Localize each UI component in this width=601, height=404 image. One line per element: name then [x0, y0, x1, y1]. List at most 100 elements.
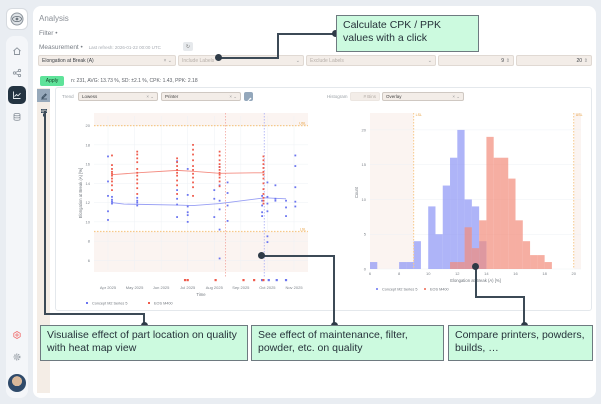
- connector-line: [523, 296, 525, 325]
- data-point: [218, 184, 221, 187]
- histogram-bar: [406, 262, 414, 269]
- user-avatar[interactable]: [8, 374, 26, 392]
- histogram-bar: [515, 220, 523, 269]
- data-point: [218, 176, 221, 179]
- data-point: [213, 216, 216, 218]
- sidebar-item-analysis[interactable]: [8, 86, 26, 104]
- connector-line: [263, 255, 335, 257]
- sidebar-item-database[interactable]: [8, 108, 26, 126]
- clear-dropdown-icon[interactable]: × ⌄: [229, 93, 237, 99]
- data-point: [218, 180, 221, 183]
- out-of-spec-marker: [214, 279, 217, 282]
- data-point: [226, 204, 229, 207]
- clear-dropdown-icon[interactable]: × ⌄: [452, 93, 460, 99]
- data-point: [261, 194, 264, 197]
- lower-limit-input[interactable]: 9 ⇕: [438, 55, 514, 66]
- data-point: [218, 169, 221, 171]
- lsl-band: [94, 231, 308, 272]
- data-point: [261, 204, 264, 207]
- data-point: [136, 204, 139, 207]
- data-point: [218, 173, 221, 176]
- data-point: [176, 165, 178, 167]
- connector-line: [44, 313, 144, 315]
- data-point: [111, 202, 113, 205]
- connector-dot: [215, 54, 222, 61]
- data-point: [136, 168, 139, 170]
- data-point: [136, 171, 139, 174]
- data-point: [176, 160, 178, 163]
- trend-group-select[interactable]: Printer × ⌄: [161, 92, 241, 101]
- sidebar-item-settings[interactable]: [8, 348, 26, 366]
- histogram-mode-select[interactable]: Overlay × ⌄: [382, 92, 464, 101]
- data-point: [266, 235, 269, 238]
- data-point: [266, 195, 269, 198]
- histogram-bar: [508, 178, 516, 269]
- heatmap-grid-icon: [40, 109, 47, 117]
- filter-toggle[interactable]: Filter •: [39, 30, 58, 37]
- data-point: [218, 159, 221, 162]
- data-point: [266, 181, 269, 184]
- connector-line: [143, 313, 145, 325]
- trend-smoothing-value: Lowess: [82, 94, 98, 99]
- data-point: [213, 197, 216, 200]
- sidebar-item-home[interactable]: [8, 42, 26, 60]
- spinner-icon[interactable]: ⇕: [583, 57, 588, 64]
- legend-marker: [86, 302, 88, 304]
- data-point: [111, 177, 113, 180]
- app-logo[interactable]: [6, 8, 28, 30]
- lsl-region: [370, 113, 414, 269]
- out-of-spec-marker: [183, 279, 187, 282]
- histogram-bar: [479, 220, 487, 269]
- heatmap-view-button[interactable]: [37, 106, 50, 119]
- y-tick-label: 20: [362, 127, 367, 132]
- gear-icon: [13, 353, 21, 361]
- data-point: [218, 199, 221, 202]
- callout-heatmap: Visualise effect of part location on qua…: [40, 325, 248, 361]
- data-point: [111, 184, 113, 187]
- data-point: [213, 189, 216, 192]
- out-of-spec-marker: [186, 279, 189, 282]
- lsl-label: LSL: [416, 113, 422, 117]
- include-labels-placeholder: Include Labels: [182, 57, 215, 64]
- trend-smoothing-select[interactable]: Lowess × ⌄: [78, 92, 158, 101]
- sidebar-item-integration[interactable]: [8, 326, 26, 344]
- legend-marker: [376, 288, 378, 290]
- histogram-bins-input[interactable]: # Bins: [350, 92, 380, 101]
- measurement-select[interactable]: Elongation at Break (A) × ⌄: [38, 55, 176, 66]
- data-point: [192, 153, 194, 156]
- include-labels-select[interactable]: Include Labels ⌄: [178, 55, 304, 66]
- exclude-labels-select[interactable]: Exclude Labels ⌄: [306, 55, 436, 66]
- data-point: [176, 197, 178, 200]
- histogram-bar: [457, 262, 465, 269]
- out-of-spec-marker: [275, 279, 278, 282]
- data-point: [294, 186, 297, 189]
- y-tick-label: 10: [362, 197, 367, 202]
- spinner-icon[interactable]: ⇕: [505, 57, 510, 64]
- trend-group-value: Printer: [165, 94, 179, 99]
- data-point: [176, 203, 178, 206]
- sidebar-item-workflow[interactable]: [8, 64, 26, 82]
- chart-view-button[interactable]: [37, 89, 50, 102]
- data-point: [262, 163, 265, 166]
- trend-settings-button[interactable]: [244, 92, 253, 104]
- pencil-chart-icon: [40, 92, 47, 99]
- trend-chart[interactable]: 6 8 10 12 14 16 18 20 Apr 2025 May 2025 Jun 2025 Ju…: [56, 104, 324, 310]
- y-axis-title: Elongation at Break (A) [%]: [78, 168, 83, 219]
- apply-button[interactable]: Apply: [40, 76, 64, 86]
- data-point: [266, 202, 269, 205]
- data-point: [192, 143, 194, 146]
- clear-dropdown-icon[interactable]: × ⌄: [163, 57, 173, 64]
- upper-limit-input[interactable]: 20 ⇕: [516, 55, 592, 66]
- y-tick-label: 10: [86, 219, 91, 224]
- clear-dropdown-icon[interactable]: × ⌄: [146, 93, 154, 99]
- y-tick-label: 0: [364, 267, 367, 272]
- data-point: [266, 241, 269, 243]
- usl-band: [94, 113, 308, 126]
- charts-panel: Trend Lowess × ⌄ Printer × ⌄ Histogram #…: [55, 87, 592, 311]
- connector-line: [475, 267, 477, 297]
- refresh-button[interactable]: ↻: [183, 42, 193, 51]
- data-point: [136, 157, 139, 160]
- eye-logo-icon: [10, 12, 24, 26]
- data-point: [262, 170, 265, 173]
